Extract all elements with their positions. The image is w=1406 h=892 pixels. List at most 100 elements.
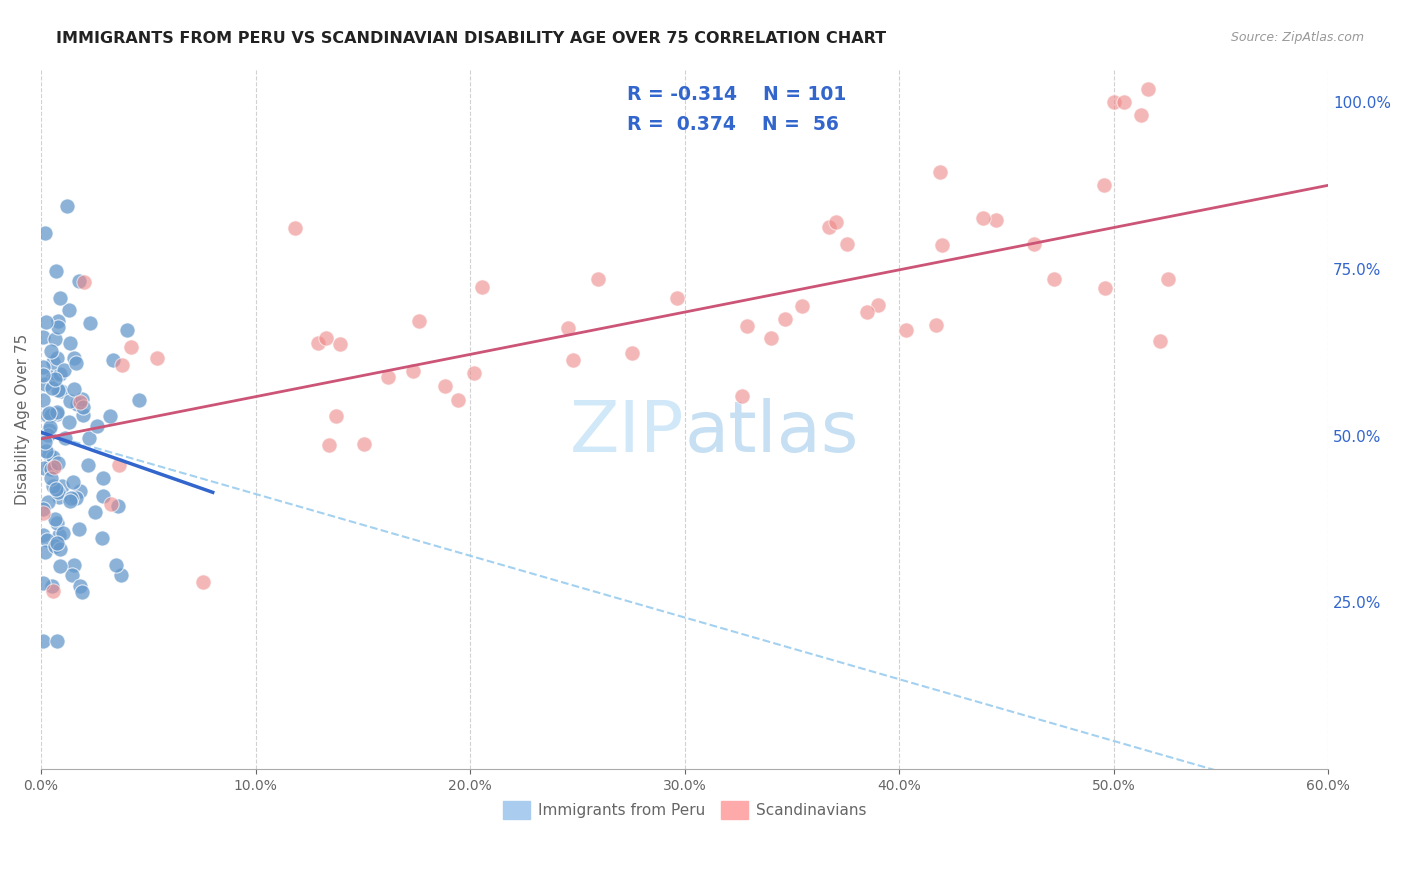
Point <box>42 450 65 464</box>
Point <box>35 315 58 329</box>
Point <box>45 407 67 421</box>
Point <box>39 343 62 358</box>
Point <box>83 505 105 519</box>
Point <box>59 336 82 351</box>
Point <box>315 331 337 345</box>
Point <box>761 331 783 345</box>
Point <box>146 351 169 366</box>
Point <box>86 419 108 434</box>
Point <box>825 215 848 229</box>
Point <box>98 409 121 424</box>
Point <box>48 314 70 328</box>
Point <box>34 434 56 449</box>
Point <box>45 482 67 496</box>
Point <box>44 332 66 346</box>
Point <box>51 479 73 493</box>
Point <box>44 460 66 475</box>
Point <box>463 366 485 380</box>
Point <box>1149 334 1171 348</box>
Point <box>401 364 423 378</box>
Point <box>39 420 62 434</box>
Point <box>41 579 63 593</box>
Point <box>45 264 67 278</box>
Point <box>621 346 644 360</box>
Point <box>37 495 59 509</box>
Point <box>46 484 69 499</box>
Point <box>120 341 142 355</box>
Point <box>117 323 139 337</box>
Point <box>53 362 76 376</box>
Point <box>1157 272 1180 286</box>
Point <box>586 271 609 285</box>
Point <box>446 392 468 407</box>
Point <box>773 312 796 326</box>
Point <box>41 381 63 395</box>
Point <box>666 291 689 305</box>
Point <box>73 276 96 290</box>
Y-axis label: Disability Age Over 75: Disability Age Over 75 <box>15 334 30 505</box>
Text: R = -0.314    N = 101: R = -0.314 N = 101 <box>627 85 846 104</box>
Point <box>100 497 122 511</box>
Point <box>39 471 62 485</box>
Point <box>65 491 87 506</box>
Point <box>49 384 72 398</box>
Point <box>471 280 494 294</box>
Point <box>62 382 84 396</box>
Point <box>1114 95 1136 109</box>
Point <box>42 479 65 493</box>
Point <box>46 634 69 648</box>
Legend: Immigrants from Peru, Scandinavians: Immigrants from Peru, Scandinavians <box>496 795 872 825</box>
Point <box>34 376 56 391</box>
Point <box>49 559 72 574</box>
Point <box>837 236 859 251</box>
Point <box>34 226 56 240</box>
Point <box>58 302 80 317</box>
Point <box>284 220 307 235</box>
Point <box>1129 108 1152 122</box>
Point <box>69 522 91 536</box>
Point <box>48 528 70 542</box>
Point <box>191 575 214 590</box>
Point <box>67 274 90 288</box>
Point <box>69 579 91 593</box>
Point <box>377 370 399 384</box>
Point <box>32 528 55 542</box>
Point <box>101 353 124 368</box>
Point <box>58 393 80 408</box>
Point <box>72 408 94 422</box>
Point <box>307 336 329 351</box>
Point <box>63 351 86 366</box>
Point <box>52 525 75 540</box>
Point <box>128 392 150 407</box>
Text: IMMIGRANTS FROM PERU VS SCANDINAVIAN DISABILITY AGE OVER 75 CORRELATION CHART: IMMIGRANTS FROM PERU VS SCANDINAVIAN DIS… <box>56 31 886 46</box>
Point <box>70 585 93 599</box>
Text: ZIP: ZIP <box>569 399 685 467</box>
Point <box>62 475 84 489</box>
Point <box>39 461 62 475</box>
Point <box>32 392 55 407</box>
Point <box>1024 237 1046 252</box>
Point <box>38 423 60 437</box>
Point <box>46 456 69 470</box>
Point <box>59 491 82 505</box>
Point <box>866 297 889 311</box>
Point <box>35 444 58 458</box>
Point <box>91 489 114 503</box>
Point <box>66 397 89 411</box>
Point <box>34 545 56 559</box>
Point <box>48 490 70 504</box>
Point <box>107 458 129 472</box>
Point <box>818 220 841 235</box>
Point <box>561 352 583 367</box>
Point <box>79 316 101 330</box>
Point <box>32 360 55 375</box>
Point <box>58 415 80 429</box>
Point <box>329 337 352 351</box>
Point <box>44 372 66 386</box>
Point <box>49 367 72 381</box>
Point <box>1102 95 1125 109</box>
Point <box>408 314 430 328</box>
Point <box>557 320 579 334</box>
Point <box>69 395 91 409</box>
Point <box>1137 81 1160 95</box>
